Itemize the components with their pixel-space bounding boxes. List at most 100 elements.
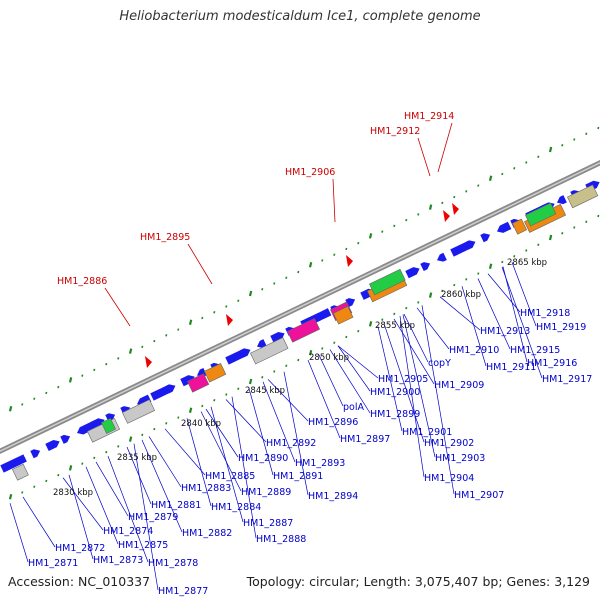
gene-leader	[377, 326, 403, 432]
tick-upper	[105, 362, 108, 366]
kbp-label: 2845 kbp	[245, 386, 285, 396]
tick-lower	[21, 491, 24, 494]
backbone-highlight	[0, 161, 600, 453]
tick-upper	[237, 299, 240, 302]
tick-lower	[357, 329, 360, 333]
gene-leader	[107, 456, 149, 563]
gene-arrow-shape	[465, 240, 476, 250]
green-box-shape	[369, 268, 406, 296]
olive-box-shape	[567, 184, 599, 209]
gene-leader	[487, 273, 521, 313]
gene-leader	[307, 360, 341, 439]
gene-leader	[337, 345, 371, 392]
gene-arrow-shape	[60, 434, 71, 444]
gene-label: HM1_2907	[454, 490, 504, 501]
tick-upper	[345, 247, 348, 251]
gene-arrow	[150, 384, 176, 401]
gray-box	[122, 399, 156, 424]
gene-leader	[439, 296, 481, 331]
gray-box-shape	[12, 463, 29, 481]
gene-leader	[329, 349, 371, 414]
tick-upper	[45, 391, 48, 395]
tick-lower	[213, 399, 216, 402]
marker-triangle	[226, 314, 233, 326]
gene-label: HM1_2883	[181, 483, 231, 494]
tick-lower	[128, 436, 133, 442]
tick-upper	[165, 334, 168, 337]
tick-upper	[188, 319, 193, 326]
tick-upper	[597, 126, 600, 130]
gene-label: HM1_2916	[527, 358, 577, 369]
gene-label: HM1_2882	[182, 528, 232, 539]
tick-upper	[477, 184, 480, 187]
tick-upper	[128, 348, 133, 354]
gene-leader	[62, 477, 104, 531]
gene-label: HM1_2889	[241, 487, 291, 498]
kbp-label: 2830 kbp	[53, 488, 93, 498]
highlight-label: HM1_2906	[285, 167, 335, 178]
gene-label: HM1_2918	[520, 308, 570, 319]
tick-lower	[273, 370, 276, 373]
green-box	[101, 417, 117, 434]
gene-arrow-shape	[270, 331, 285, 344]
green-box-shape	[101, 417, 117, 434]
tick-upper	[273, 282, 276, 285]
gray-box-shape	[250, 337, 289, 365]
orange-box	[512, 218, 528, 235]
tick-lower	[93, 456, 96, 460]
gene-arrow	[17, 454, 27, 464]
gene-label: HM1_2881	[151, 500, 201, 511]
tick-upper	[368, 233, 373, 239]
marker-triangle	[346, 255, 353, 267]
gene-leader	[399, 315, 425, 478]
gene-leader	[337, 345, 379, 379]
genome-title: Heliobacterium modesticaldum Ice1, compl…	[119, 9, 481, 24]
gene-label: HM1_2874	[103, 526, 153, 537]
gene-leader	[283, 371, 309, 496]
gene-leader	[133, 443, 159, 591]
gene-arrow	[497, 221, 512, 233]
highlight-label: HM1_2886	[57, 276, 107, 287]
gene-leader	[68, 474, 94, 560]
tick-upper	[117, 357, 120, 360]
gene-label: HM1_2885	[205, 471, 255, 482]
kbp-label: 2850 kbp	[309, 353, 349, 363]
tick-lower	[188, 407, 193, 414]
tick-lower	[453, 283, 456, 287]
gene-label: HM1_2893	[295, 458, 345, 469]
marker-triangle	[145, 356, 152, 368]
gene-arrow-shape	[180, 375, 195, 387]
gene-leader	[267, 379, 309, 422]
orange-box	[333, 305, 354, 325]
tick-upper	[525, 161, 528, 164]
green-box-shape	[525, 202, 557, 227]
gene-label: HM1_2894	[308, 491, 358, 502]
tick-upper	[465, 190, 468, 193]
tick-upper	[381, 230, 384, 233]
gene-arrow	[317, 308, 332, 320]
gene-arrow-shape	[317, 308, 332, 320]
markers-layer	[145, 203, 459, 368]
gene-leader	[205, 408, 239, 458]
tick-lower	[45, 479, 48, 483]
gray-box	[250, 337, 289, 365]
green-box	[369, 268, 406, 296]
kbp-label: 2860 kbp	[441, 290, 481, 300]
gene-label: HM1_2902	[424, 438, 474, 449]
highlight-label: HM1_2895	[140, 232, 190, 243]
gene-arrow	[225, 348, 251, 365]
tick-lower	[417, 301, 420, 304]
tick-upper	[213, 311, 216, 314]
tick-upper	[308, 261, 313, 268]
tick-lower	[393, 312, 396, 316]
tick-upper	[585, 132, 588, 135]
tick-lower	[308, 349, 313, 356]
gene-leader	[231, 396, 257, 539]
tick-lower	[597, 214, 600, 218]
gene-label: HM1_2900	[370, 387, 420, 398]
tick-upper	[453, 195, 456, 199]
marker-triangle	[443, 210, 450, 222]
gene-label: HM1_2887	[243, 518, 293, 529]
gene-label: HM1_2901	[402, 427, 452, 438]
